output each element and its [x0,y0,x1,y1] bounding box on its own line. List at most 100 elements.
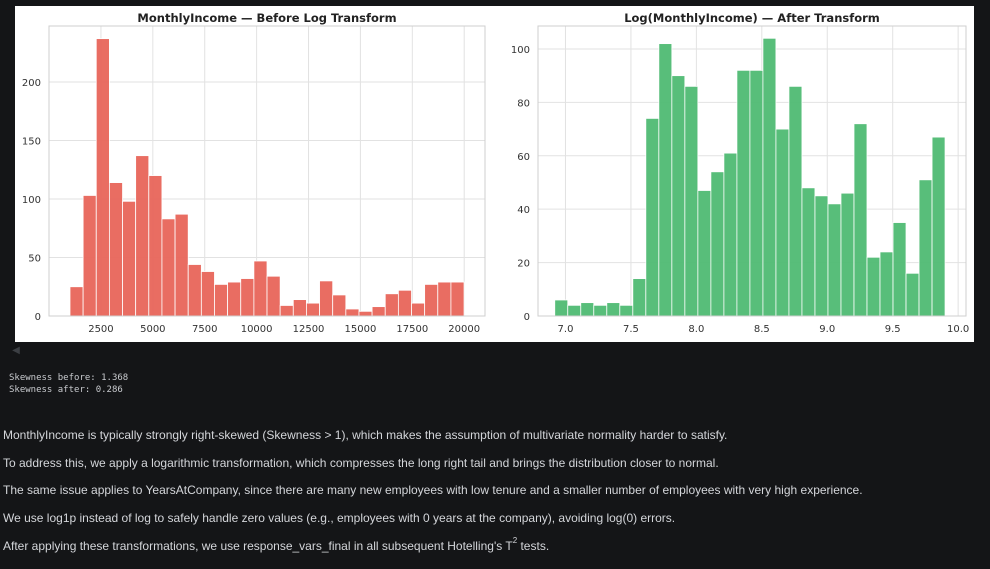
chart-title: Log(MonthlyIncome) — After Transform [624,11,880,25]
superscript: 2 [512,535,518,545]
y-tick-label: 80 [517,98,530,109]
histogram-bar [827,203,842,317]
histogram-bar [200,271,215,317]
y-tick-label: 40 [517,205,530,216]
chart-title: MonthlyIncome — Before Log Transform [137,11,396,25]
histogram-bar [332,294,347,317]
histogram-bar [736,69,751,317]
histogram-bar [658,43,673,317]
histogram-bar [424,284,439,317]
histogram-bar [240,278,255,317]
histogram-bar [632,278,647,317]
histogram-bar [384,293,399,317]
paragraph-text: tests. [517,538,550,553]
triangle-left-icon[interactable]: ◀ [12,345,20,356]
plot-frame [537,25,967,317]
y-tick-label: 100 [22,195,41,206]
x-tick-label: 2500 [88,324,113,335]
markdown-paragraph: The same issue applies to YearsAtCompany… [3,483,863,498]
histogram-bar [580,302,595,317]
cell-output: Skewness before: 1.368 Skewness after: 0… [9,372,128,396]
x-tick-label: 20000 [448,324,480,335]
histogram-bar [892,222,907,317]
histogram-bar [554,299,569,317]
histogram-bar [879,251,894,317]
histogram-bar [684,85,699,317]
histogram-bar [292,299,307,317]
histogram-bar [411,302,426,317]
histogram-bar [122,200,137,317]
y-tick-label: 20 [517,259,530,270]
histogram-bar [593,304,608,317]
plot-frame [48,25,486,317]
x-tick-label: 9.5 [885,324,901,335]
histogram-bar [645,117,660,317]
markdown-paragraph: We use log1p instead of log to safely ha… [3,511,676,526]
histogram-bar [358,310,373,317]
x-tick-label: 9.0 [819,324,835,335]
histogram-bar [82,195,97,317]
paragraph-text: After applying these transformations, we… [3,538,513,553]
histogram-bar [931,136,946,317]
y-tick-label: 0 [35,312,41,323]
histogram-bar [450,281,465,317]
histogram-bar [905,272,920,317]
x-tick-label: 15000 [345,324,377,335]
x-tick-label: 8.5 [754,324,770,335]
histogram-bar [95,38,110,317]
x-tick-label: 8.0 [688,324,704,335]
histogram-bar [306,302,320,317]
x-tick-label: 5000 [140,324,165,335]
histogram-bar [161,218,176,317]
histogram-bar [437,281,452,317]
markdown-paragraph: After applying these transformations, we… [3,535,983,565]
x-tick-label: 17500 [396,324,428,335]
histogram-bar [69,286,84,317]
y-tick-label: 60 [517,152,530,163]
histogram-bar [135,155,150,317]
histogram-bar [710,171,725,317]
histogram-bar [775,128,790,317]
histogram-bar [214,284,229,317]
histogram-bar [749,69,764,317]
histogram-bar [671,75,686,317]
histogram-bar [148,175,163,317]
markdown-paragraph: To address this, we apply a logarithmic … [3,455,719,470]
y-tick-label: 50 [28,253,41,264]
histogram-bar [619,304,634,317]
chart-panel-2: 0 20 40 60 80 100 7.0 7.5 8.0 8.5 9.0 9.5 10.0 Log(Mo… [511,11,969,335]
histogram-bar [567,304,582,317]
y-tick-label: 200 [22,78,41,89]
y-tick-label: 0 [524,312,530,323]
skewness-before-text: Skewness before: 1.368 [9,373,129,383]
y-tick-label: 100 [511,45,530,56]
x-tick-label: 10000 [241,324,273,335]
histogram-bar [279,305,294,317]
markdown-cell: MonthlyIncome is typically strongly righ… [3,426,983,564]
histogram-bar [762,37,777,317]
histogram-bar [840,192,855,317]
x-tick-label: 7.0 [558,324,574,335]
histogram-bar [187,264,202,317]
histogram-figure: 0 50 100 150 200 2500 5000 7500 10000 12500 15000 1… [15,6,974,342]
histogram-bar [853,123,868,317]
histogram-bar [801,187,816,317]
x-tick-label: 10.0 [947,324,969,335]
histogram-bar [397,289,412,317]
chart-panel-1: 0 50 100 150 200 2500 5000 7500 10000 12500 15000 1… [22,11,486,335]
histogram-bar [345,308,360,317]
x-tick-label: 7500 [192,324,217,335]
x-tick-label: 12500 [293,324,325,335]
histogram-bar [697,190,712,317]
y-tick-label: 150 [22,136,41,147]
histogram-bar [866,256,881,317]
histogram-bar [108,182,123,317]
skewness-after-text: Skewness after: 0.286 [9,385,123,395]
histogram-bar [227,281,242,317]
histogram-bar [266,275,281,317]
histogram-bar [788,85,803,317]
histogram-bar [814,195,829,317]
histogram-bar [371,306,386,317]
histogram-bar [174,213,189,317]
